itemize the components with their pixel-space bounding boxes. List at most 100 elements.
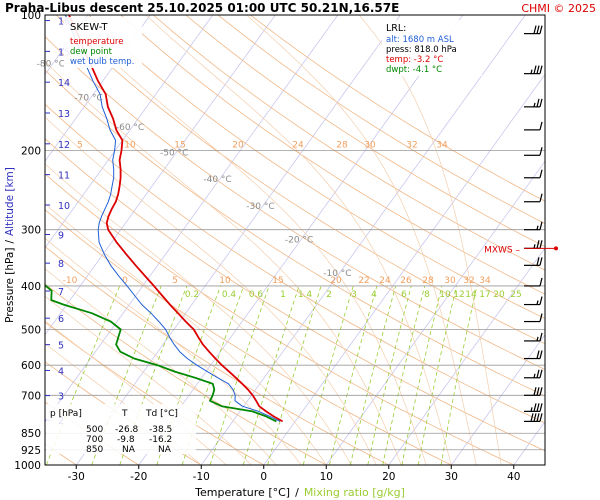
legend-item-dewpoint: dew point	[70, 47, 113, 57]
table-header-td: Td [°C]	[145, 409, 178, 419]
dry-adiabat-label: 5	[172, 276, 178, 286]
mxws-marker-dot	[554, 246, 558, 251]
wind-barb-full	[539, 350, 543, 359]
wind-barb	[524, 193, 543, 203]
altitude-tick-label: 8	[58, 259, 64, 270]
wind-barb-full	[533, 25, 537, 34]
wind-barb-full	[536, 25, 540, 34]
wind-barb	[524, 147, 543, 156]
x-tick-label: 40	[507, 471, 520, 483]
dry-adiabat-label: 28	[422, 276, 434, 286]
background-labels: -80 °C -70 °C -60 °C -50 °C -40 °C -30 °C -20 …	[37, 59, 522, 300]
dry-adiabat-line	[217, 15, 545, 225]
isotherm-line	[138, 15, 464, 465]
table-row3-td: NA	[158, 445, 172, 455]
plot-frame	[44, 14, 546, 466]
lrl-title: LRL:	[386, 23, 406, 34]
dry-adiabat-line	[153, 15, 545, 271]
pressure-tick-label: 300	[21, 225, 41, 237]
wind-barb	[524, 65, 543, 75]
dry-adiabat-label: 0	[122, 276, 128, 286]
mixing-ratio-label: 1.4	[298, 290, 313, 300]
wind-barb-full	[530, 413, 534, 422]
dry-adiabat-label: 34	[479, 276, 491, 286]
isotherm-label: -60 °C	[116, 123, 144, 133]
dry-adiabat-label: 22	[358, 276, 369, 286]
ylabel-altitude: Altitude [km]	[4, 167, 16, 236]
table-row2-td: -16.2	[149, 435, 172, 445]
dry-adiabat-line	[250, 15, 545, 202]
wind-barb	[524, 257, 543, 266]
x-tick-label: 20	[382, 471, 395, 483]
pressure-tick-label: 500	[21, 325, 41, 337]
dry-adiabat-label: 10	[124, 140, 136, 150]
dry-adiabat-line	[45, 69, 545, 397]
lrl-pressure: press: 818.0 hPa	[386, 45, 457, 55]
wind-barb-full	[533, 413, 537, 422]
table-row2-t: -9.8	[117, 435, 135, 445]
table-row1-td: -38.5	[149, 425, 172, 435]
dry-adiabat-label: 28	[336, 140, 348, 150]
temperature-line	[68, 15, 284, 423]
wind-barb	[524, 25, 543, 35]
wind-barb-full	[539, 413, 543, 422]
mixing-ratio-label: 3	[351, 290, 357, 300]
wind-barb-half	[530, 407, 533, 412]
wind-barb-full	[536, 387, 540, 396]
wind-barb-full	[539, 169, 543, 178]
altitude-tick-label: 12	[58, 140, 70, 151]
wind-barb-full	[539, 257, 543, 266]
wind-barb-full	[536, 369, 540, 378]
wind-barbs: MXWS –	[484, 25, 558, 422]
dry-adiabat-label: 30	[364, 140, 376, 150]
mixing-ratio-label: 2	[326, 290, 332, 300]
wind-barb-full	[539, 221, 543, 230]
dry-adiabat-label: 26	[400, 276, 412, 286]
isotherm-line	[263, 73, 545, 465]
ylabel-pressure: Pressure [hPa]	[4, 248, 16, 323]
wet-bulb-temp-line	[64, 15, 281, 422]
legend-item-wetbulb: wet bulb temp.	[70, 57, 134, 67]
dry-adiabat-label: 15	[272, 276, 283, 286]
isotherm-label: -20 °C	[285, 235, 313, 245]
mixing-ratio-label: 10	[439, 290, 451, 300]
wind-barb-half	[533, 102, 536, 107]
table-row2-p: 700	[86, 435, 103, 445]
wind-barb-full	[533, 65, 537, 74]
isotherm-line	[200, 15, 526, 465]
x-tick-label: 10	[320, 471, 333, 483]
table-header-t: T	[121, 409, 128, 419]
mixing-ratio-label: 12	[453, 290, 464, 300]
altitude-tick-label: 14	[58, 78, 70, 89]
lrl-temperature: temp: -3.2 °C	[386, 55, 443, 65]
wind-barb-full	[536, 413, 540, 422]
table-row3-p: 850	[86, 445, 103, 455]
wind-barb	[524, 403, 543, 412]
isotherm-label: -80 °C	[37, 59, 65, 69]
wind-barb-full	[539, 98, 543, 107]
copyright: CHMI © 2025	[521, 2, 596, 15]
isotherm-line	[45, 15, 214, 249]
wind-barb	[524, 413, 543, 422]
pressure-tick-label: 400	[21, 281, 41, 293]
wind-barb-full	[536, 403, 540, 412]
mixing-ratio-label: 0.2	[185, 290, 199, 300]
legend-title: SKEW-T	[70, 22, 108, 33]
altitude-tick-label: 9	[58, 230, 64, 241]
isotherm-label: -30 °C	[246, 202, 274, 212]
pressure-tick-label: 100	[21, 10, 41, 22]
wind-barb-full	[539, 387, 543, 396]
dry-adiabat-label: 10	[219, 276, 231, 286]
altitude-tick-label: 11	[58, 171, 70, 182]
wind-barb-half	[533, 373, 536, 378]
wind-barb-full	[536, 257, 540, 266]
altitude-tick-label: 6	[58, 314, 64, 325]
isotherm-line	[325, 160, 545, 465]
mixing-ratio-label: 0.6	[249, 290, 264, 300]
wind-barb-full	[539, 332, 543, 342]
xlabel-temperature: Temperature [°C]	[194, 486, 290, 499]
wind-barb-full	[539, 121, 543, 131]
mixing-ratio-label: 1	[280, 290, 286, 300]
